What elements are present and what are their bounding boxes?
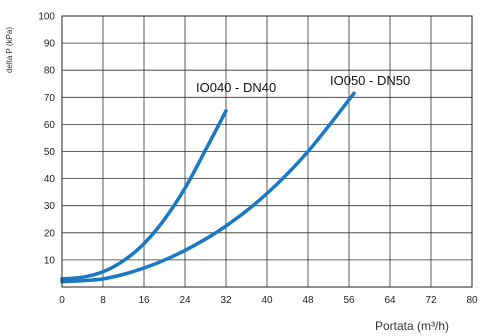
plot-frame [61, 15, 473, 288]
x-tick-label: 0 [59, 295, 65, 306]
x-tick-label: 80 [466, 295, 478, 306]
series-label-io050: IO050 - DN50 [330, 73, 410, 88]
y-tick-label: 30 [44, 201, 56, 212]
y-tick-label: 80 [44, 66, 56, 77]
grid [61, 15, 473, 287]
series-line-1 [60, 91, 356, 284]
y-axis-label: delta P (kPa) [5, 27, 14, 73]
x-axis-label: Portata (m³/h) [375, 319, 449, 333]
y-tick-label: 40 [44, 174, 56, 185]
series-lines [60, 91, 356, 284]
x-tick-label: 40 [261, 295, 273, 306]
y-tick-label: 100 [38, 12, 55, 23]
x-tick-label: 8 [100, 295, 106, 306]
x-tick-labels: 0 8 16 24 32 40 48 56 64 72 80 [59, 295, 478, 306]
y-tick-labels: 10 20 30 40 50 60 70 80 90 100 [38, 12, 55, 267]
x-tick-label: 16 [138, 295, 150, 306]
y-tick-label: 90 [44, 39, 56, 50]
y-tick-label: 70 [44, 93, 56, 104]
y-tick-label: 20 [44, 228, 56, 239]
x-tick-label: 48 [302, 295, 314, 306]
x-tick-label: 72 [425, 295, 437, 306]
y-tick-label: 60 [44, 120, 56, 131]
y-tick-label: 10 [44, 255, 56, 266]
x-tick-label: 64 [384, 295, 396, 306]
x-tick-label: 32 [220, 295, 232, 306]
series-label-io040: IO040 - DN40 [196, 80, 276, 95]
x-tick-label: 24 [179, 295, 191, 306]
y-tick-label: 50 [44, 147, 56, 158]
series-line-0 [60, 109, 228, 281]
x-tick-label: 56 [343, 295, 355, 306]
